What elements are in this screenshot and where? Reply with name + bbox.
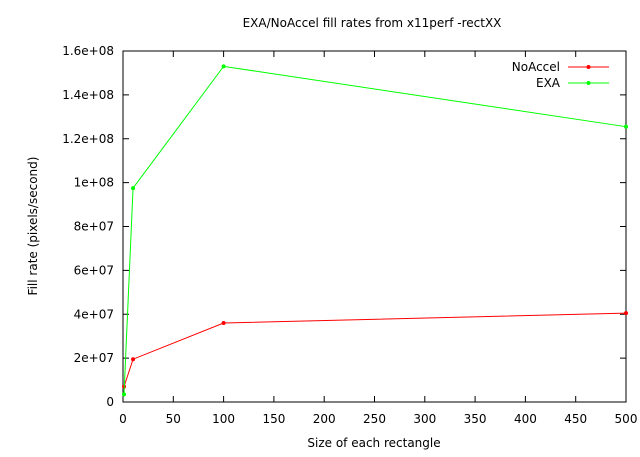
- x-tick-label: 200: [313, 412, 336, 426]
- chart-title: EXA/NoAccel fill rates from x11perf -rec…: [243, 16, 502, 30]
- y-axis-label: Fill rate (pixels/second): [26, 157, 40, 296]
- x-tick-label: 400: [514, 412, 537, 426]
- x-tick-label: 50: [166, 412, 181, 426]
- data-point-exa: [122, 392, 127, 397]
- data-point-noaccel: [624, 311, 628, 316]
- legend: NoAccel EXA: [512, 60, 609, 90]
- legend-marker-exa: [586, 81, 591, 85]
- x-tick-label: 300: [413, 412, 436, 426]
- series-line-noaccel: [123, 312, 627, 387]
- legend-label-exa: EXA: [536, 76, 561, 90]
- x-tick-label: 250: [363, 412, 386, 426]
- x-tick-label: 350: [464, 412, 487, 426]
- data-point-exa: [221, 64, 226, 69]
- series-line-exa: [123, 65, 627, 395]
- y-tick-label: 1.2e+08: [62, 132, 114, 146]
- x-tick-label: 450: [564, 412, 587, 426]
- data-point-noaccel: [131, 357, 136, 362]
- y-tick-label: 1.4e+08: [62, 88, 114, 102]
- y-tick-label: 2e+07: [74, 351, 114, 365]
- x-tick-label: 0: [119, 412, 127, 426]
- y-tick-label: 6e+07: [74, 263, 114, 277]
- y-tick-label: 1e+08: [74, 176, 114, 190]
- data-point-noaccel: [221, 321, 226, 326]
- plot-area-border: [122, 50, 627, 403]
- data-point-exa: [624, 124, 628, 129]
- legend-marker-noaccel: [586, 65, 591, 69]
- x-tick-label: 100: [212, 412, 235, 426]
- x-tick-label: 150: [262, 412, 285, 426]
- y-tick-label: 1.6e+08: [62, 44, 114, 58]
- x-tick-label: 500: [615, 412, 638, 426]
- y-tick-label: 4e+07: [74, 307, 114, 321]
- x-axis-ticks: 0 50 100 150 200 250 300 350 400 450 500: [119, 51, 637, 426]
- y-tick-label: 8e+07: [74, 220, 114, 234]
- series-layer: [122, 64, 628, 397]
- legend-label-noaccel: NoAccel: [512, 60, 560, 74]
- y-axis-ticks: 0 2e+07 4e+07 6e+07 8e+07 1e+08 1.2e+08 1.4e+08…: [62, 44, 626, 409]
- y-tick-label: 0: [106, 395, 114, 409]
- x-axis-label: Size of each rectangle: [307, 436, 440, 450]
- data-point-exa: [131, 186, 136, 191]
